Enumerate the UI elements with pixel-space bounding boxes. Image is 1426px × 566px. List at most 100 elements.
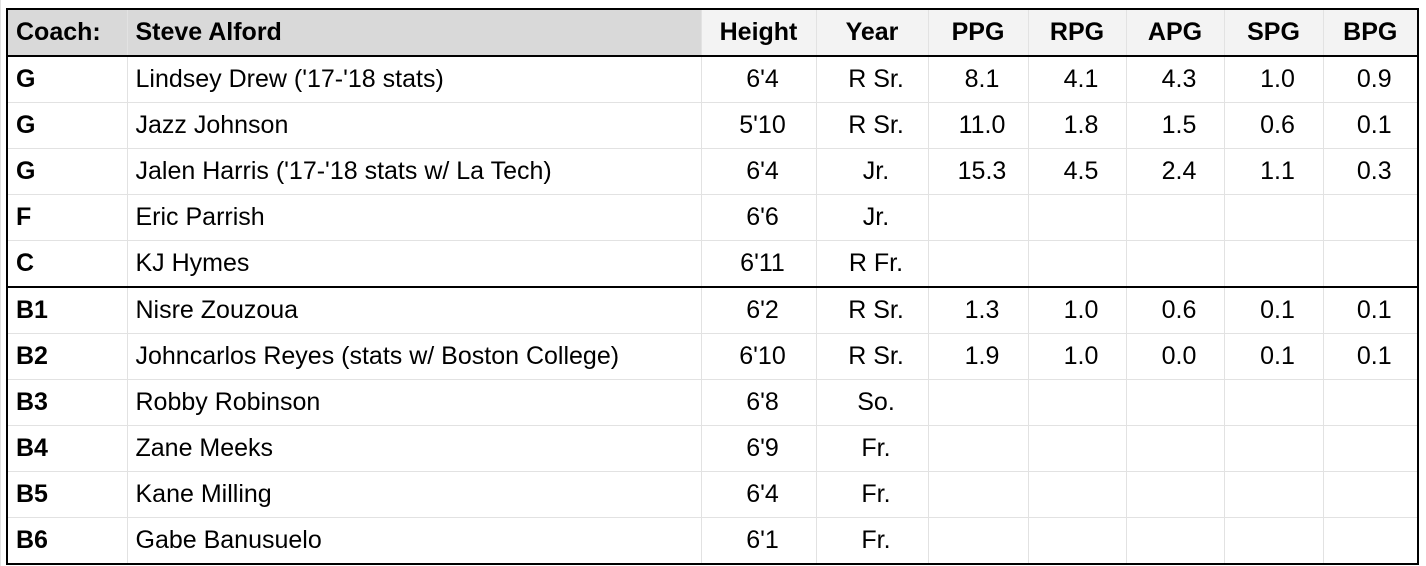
position-cell[interactable]: F <box>6 194 128 241</box>
ppg-cell[interactable] <box>927 425 1029 472</box>
bpg-cell[interactable] <box>1322 240 1419 288</box>
year-cell[interactable]: R Fr. <box>815 240 929 288</box>
apg-header-cell[interactable]: APG <box>1125 8 1225 57</box>
position-cell[interactable]: B1 <box>6 286 128 334</box>
ppg-header-cell[interactable]: PPG <box>927 8 1029 57</box>
position-cell[interactable]: G <box>6 55 128 103</box>
apg-cell[interactable] <box>1125 517 1225 565</box>
ppg-cell[interactable]: 8.1 <box>927 55 1029 103</box>
bpg-cell[interactable]: 0.1 <box>1322 333 1419 380</box>
position-cell[interactable]: B5 <box>6 471 128 518</box>
player-name-cell[interactable]: Gabe Banusuelo <box>126 517 702 565</box>
spg-cell[interactable] <box>1223 425 1324 472</box>
year-header-cell[interactable]: Year <box>815 8 929 57</box>
rpg-cell[interactable] <box>1027 471 1127 518</box>
bpg-cell[interactable] <box>1322 471 1419 518</box>
height-cell[interactable]: 6'4 <box>700 55 817 103</box>
ppg-cell[interactable] <box>927 240 1029 288</box>
rpg-header-cell[interactable]: RPG <box>1027 8 1127 57</box>
height-cell[interactable]: 6'9 <box>700 425 817 472</box>
spg-cell[interactable]: 0.1 <box>1223 333 1324 380</box>
position-cell[interactable]: B4 <box>6 425 128 472</box>
height-cell[interactable]: 5'10 <box>700 102 817 149</box>
height-cell[interactable]: 6'8 <box>700 379 817 426</box>
player-name-cell[interactable]: Zane Meeks <box>126 425 702 472</box>
height-cell[interactable]: 6'6 <box>700 194 817 241</box>
apg-cell[interactable] <box>1125 379 1225 426</box>
spg-cell[interactable] <box>1223 517 1324 565</box>
height-cell[interactable]: 6'10 <box>700 333 817 380</box>
position-cell[interactable]: B6 <box>6 517 128 565</box>
player-name-cell[interactable]: Eric Parrish <box>126 194 702 241</box>
bpg-cell[interactable] <box>1322 194 1419 241</box>
height-cell[interactable]: 6'11 <box>700 240 817 288</box>
year-cell[interactable]: Fr. <box>815 517 929 565</box>
player-name-cell[interactable]: Robby Robinson <box>126 379 702 426</box>
bpg-cell[interactable]: 0.9 <box>1322 55 1419 103</box>
position-cell[interactable]: C <box>6 240 128 288</box>
player-name-cell[interactable]: KJ Hymes <box>126 240 702 288</box>
height-cell[interactable]: 6'2 <box>700 286 817 334</box>
spg-cell[interactable]: 0.6 <box>1223 102 1324 149</box>
rpg-cell[interactable]: 1.8 <box>1027 102 1127 149</box>
bpg-cell[interactable] <box>1322 517 1419 565</box>
rpg-cell[interactable]: 4.5 <box>1027 148 1127 195</box>
year-cell[interactable]: Fr. <box>815 425 929 472</box>
height-cell[interactable]: 6'4 <box>700 148 817 195</box>
apg-cell[interactable]: 0.6 <box>1125 286 1225 334</box>
position-cell[interactable]: B2 <box>6 333 128 380</box>
rpg-cell[interactable]: 4.1 <box>1027 55 1127 103</box>
bpg-cell[interactable]: 0.1 <box>1322 286 1419 334</box>
player-name-cell[interactable]: Nisre Zouzoua <box>126 286 702 334</box>
year-cell[interactable]: So. <box>815 379 929 426</box>
rpg-cell[interactable] <box>1027 194 1127 241</box>
rpg-cell[interactable] <box>1027 425 1127 472</box>
position-cell[interactable]: G <box>6 102 128 149</box>
rpg-cell[interactable] <box>1027 379 1127 426</box>
spg-cell[interactable]: 1.0 <box>1223 55 1324 103</box>
year-cell[interactable]: Jr. <box>815 194 929 241</box>
spg-cell[interactable]: 1.1 <box>1223 148 1324 195</box>
player-name-cell[interactable]: Jalen Harris ('17-'18 stats w/ La Tech) <box>126 148 702 195</box>
year-cell[interactable]: Jr. <box>815 148 929 195</box>
bpg-cell[interactable]: 0.1 <box>1322 102 1419 149</box>
year-cell[interactable]: R Sr. <box>815 102 929 149</box>
player-name-cell[interactable]: Kane Milling <box>126 471 702 518</box>
bpg-cell[interactable] <box>1322 379 1419 426</box>
ppg-cell[interactable]: 11.0 <box>927 102 1029 149</box>
year-cell[interactable]: R Sr. <box>815 55 929 103</box>
position-cell[interactable]: B3 <box>6 379 128 426</box>
coach-name-cell[interactable]: Steve Alford <box>126 8 702 57</box>
ppg-cell[interactable]: 1.3 <box>927 286 1029 334</box>
apg-cell[interactable] <box>1125 425 1225 472</box>
rpg-cell[interactable]: 1.0 <box>1027 333 1127 380</box>
coach-label-cell[interactable]: Coach: <box>6 8 128 57</box>
bpg-cell[interactable] <box>1322 425 1419 472</box>
height-header-cell[interactable]: Height <box>700 8 817 57</box>
spg-cell[interactable]: 0.1 <box>1223 286 1324 334</box>
spg-header-cell[interactable]: SPG <box>1223 8 1324 57</box>
player-name-cell[interactable]: Lindsey Drew ('17-'18 stats) <box>126 55 702 103</box>
player-name-cell[interactable]: Johncarlos Reyes (stats w/ Boston Colleg… <box>126 333 702 380</box>
spg-cell[interactable] <box>1223 240 1324 288</box>
position-cell[interactable]: G <box>6 148 128 195</box>
bpg-header-cell[interactable]: BPG <box>1322 8 1419 57</box>
bpg-cell[interactable]: 0.3 <box>1322 148 1419 195</box>
apg-cell[interactable] <box>1125 471 1225 518</box>
apg-cell[interactable] <box>1125 240 1225 288</box>
apg-cell[interactable]: 1.5 <box>1125 102 1225 149</box>
spg-cell[interactable] <box>1223 194 1324 241</box>
ppg-cell[interactable] <box>927 471 1029 518</box>
apg-cell[interactable] <box>1125 194 1225 241</box>
ppg-cell[interactable]: 1.9 <box>927 333 1029 380</box>
year-cell[interactable]: Fr. <box>815 471 929 518</box>
ppg-cell[interactable] <box>927 379 1029 426</box>
rpg-cell[interactable] <box>1027 240 1127 288</box>
rpg-cell[interactable] <box>1027 517 1127 565</box>
spg-cell[interactable] <box>1223 379 1324 426</box>
height-cell[interactable]: 6'4 <box>700 471 817 518</box>
spg-cell[interactable] <box>1223 471 1324 518</box>
apg-cell[interactable]: 4.3 <box>1125 55 1225 103</box>
apg-cell[interactable]: 2.4 <box>1125 148 1225 195</box>
rpg-cell[interactable]: 1.0 <box>1027 286 1127 334</box>
